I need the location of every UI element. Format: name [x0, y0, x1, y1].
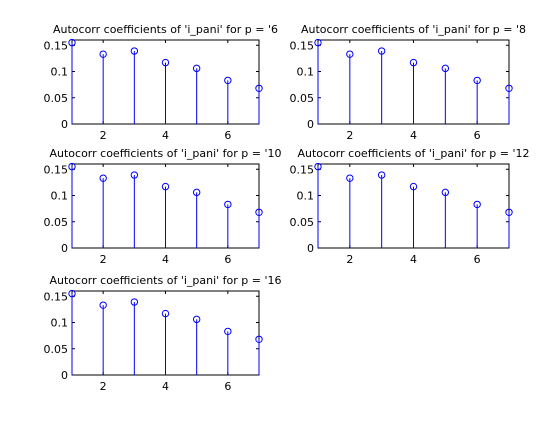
y-tick-label: 0.05	[44, 92, 69, 105]
stem-marker	[68, 289, 76, 298]
plot-title: Autocorr coefficients of 'i_pani' for p …	[49, 147, 281, 160]
stem-marker	[473, 76, 481, 85]
x-tick-label: 2	[100, 380, 107, 393]
y-tick-label: 0	[61, 118, 68, 131]
x-tick-label: 4	[162, 380, 169, 393]
stem-marker	[255, 84, 263, 93]
subplot-2: Autocorr coefficients of 'i_pani' for p …	[290, 23, 527, 142]
x-tick-label: 6	[224, 253, 231, 266]
stem-marker	[224, 200, 232, 209]
subplot-4: Autocorr coefficients of 'i_pani' for p …	[290, 147, 530, 266]
stem-marker	[130, 47, 139, 55]
y-tick-label: 0.05	[290, 92, 315, 105]
stem-marker	[409, 58, 418, 67]
stem-marker	[473, 200, 481, 209]
stem-marker	[346, 174, 354, 182]
x-tick-label: 2	[100, 129, 107, 142]
stem-marker	[441, 188, 450, 197]
y-tick-label: 0.15	[290, 39, 315, 52]
y-tick-label: 0.1	[51, 317, 69, 330]
stem-marker	[224, 76, 232, 85]
y-tick-label: 0.1	[51, 190, 69, 203]
x-tick-label: 6	[224, 129, 231, 142]
y-tick-label: 0	[307, 242, 314, 255]
y-tick-label: 0.1	[297, 190, 315, 203]
x-tick-label: 4	[162, 253, 169, 266]
y-tick-label: 0.1	[51, 66, 69, 79]
y-tick-label: 0.15	[44, 163, 69, 176]
stem-marker	[68, 38, 76, 47]
stem-marker	[192, 315, 201, 324]
x-tick-label: 2	[346, 253, 353, 266]
y-tick-label: 0	[61, 369, 68, 382]
stem-marker	[130, 171, 139, 179]
stem-marker	[255, 208, 263, 217]
stem-marker	[505, 208, 513, 217]
stem-marker	[99, 50, 107, 58]
plot-title: Autocorr coefficients of 'i_pani' for p …	[297, 147, 529, 160]
stem-marker	[441, 64, 450, 73]
subplot-5: Autocorr coefficients of 'i_pani' for p …	[44, 274, 282, 393]
y-tick-label: 0.1	[297, 66, 315, 79]
x-tick-label: 6	[474, 253, 481, 266]
x-tick-label: 4	[410, 129, 417, 142]
stem-marker	[314, 38, 322, 47]
y-tick-label: 0.05	[44, 343, 69, 356]
stem-marker	[130, 298, 139, 306]
stem-marker	[161, 58, 170, 67]
stem-marker	[161, 182, 170, 191]
stem-marker	[409, 182, 418, 191]
subplot-3: Autocorr coefficients of 'i_pani' for p …	[44, 147, 282, 266]
y-tick-label: 0	[61, 242, 68, 255]
stem-marker	[192, 64, 201, 73]
y-tick-label: 0.15	[290, 163, 315, 176]
x-tick-label: 2	[100, 253, 107, 266]
stem-marker	[346, 50, 354, 58]
subplot-1: Autocorr coefficients of 'i_pani' for p …	[44, 23, 279, 142]
x-tick-label: 6	[224, 380, 231, 393]
stem-marker	[314, 162, 322, 171]
stem-marker	[377, 171, 386, 179]
stem-marker	[505, 84, 513, 93]
stem-marker	[255, 335, 263, 343]
plot-title: Autocorr coefficients of 'i_pani' for p …	[53, 23, 278, 36]
y-tick-label: 0.05	[44, 216, 69, 229]
stem-marker	[224, 327, 232, 336]
y-tick-label: 0.15	[44, 290, 69, 303]
x-tick-label: 4	[410, 253, 417, 266]
stem-marker	[377, 47, 386, 55]
x-tick-label: 4	[162, 129, 169, 142]
y-tick-label: 0.05	[290, 216, 315, 229]
stem-marker	[161, 309, 170, 318]
stem-marker	[68, 162, 76, 171]
plot-title: Autocorr coefficients of 'i_pani' for p …	[49, 274, 281, 287]
x-tick-label: 2	[346, 129, 353, 142]
y-tick-label: 0	[307, 118, 314, 131]
stem-marker	[192, 188, 201, 197]
x-tick-label: 6	[474, 129, 481, 142]
plot-title: Autocorr coefficients of 'i_pani' for p …	[301, 23, 526, 36]
stem-marker	[99, 174, 107, 182]
stem-marker	[99, 301, 107, 309]
y-tick-label: 0.15	[44, 39, 69, 52]
